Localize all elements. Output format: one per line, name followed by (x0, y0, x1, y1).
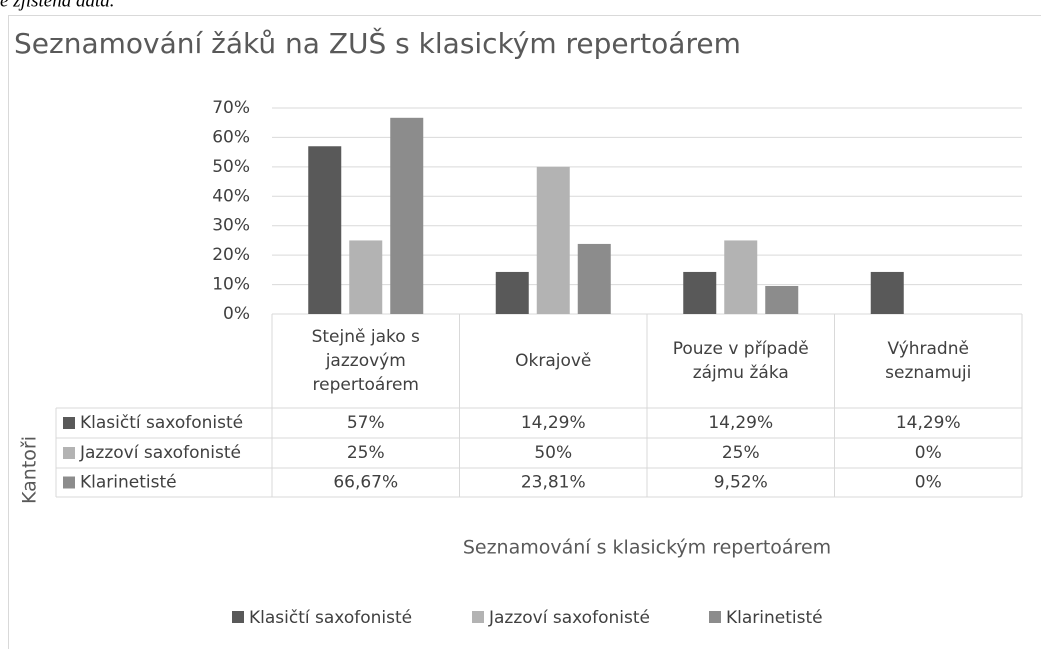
table-legend-key (63, 447, 75, 459)
category-label: Pouze v případě zájmu žáka (672, 339, 809, 383)
category-label: Stejně jako s jazzovým repertoárem (311, 327, 420, 395)
bar (308, 146, 342, 314)
bar (577, 243, 611, 314)
chart-title: Seznamování žáků na ZUŠ s klasickým repe… (14, 26, 741, 60)
table-value: 25% (722, 443, 760, 463)
y-tick-label: 60% (212, 127, 250, 147)
bar (536, 166, 570, 314)
chart-border (8, 15, 1041, 649)
bar (870, 271, 904, 314)
table-series-name: Klarinetisté (80, 473, 177, 493)
bar (390, 117, 424, 314)
y-tick-label: 0% (223, 304, 250, 324)
legend-key (232, 611, 244, 623)
table-value: 14,29% (708, 413, 773, 433)
table-series-name: Klasičtí saxofonisté (80, 413, 243, 433)
context-text: e zjištěná data. (0, 0, 115, 11)
table-value: 66,67% (333, 473, 398, 493)
x-axis-label: Seznamování s klasickým repertoárem (463, 537, 831, 559)
legend-label: Jazzoví saxofonisté (488, 608, 650, 628)
table-series-name: Jazzoví saxofonisté (79, 443, 241, 463)
table-legend-key (63, 476, 75, 489)
table-value: 57% (347, 413, 385, 433)
table-value: 14,29% (521, 413, 586, 433)
table-value: 9,52% (714, 473, 768, 493)
bar (683, 271, 717, 314)
y-tick-label: 20% (212, 245, 250, 265)
table-value: 0% (915, 473, 942, 493)
y-tick-label: 50% (212, 157, 250, 177)
category-label: Výhradně seznamuji (885, 339, 972, 383)
y-tick-label: 30% (212, 216, 250, 236)
bar (349, 240, 383, 314)
legend-label: Klarinetisté (726, 608, 823, 628)
table-value: 14,29% (896, 413, 961, 433)
table-value: 23,81% (521, 473, 586, 493)
table-value: 50% (534, 443, 572, 463)
legend-key (709, 611, 721, 623)
table-value: 25% (347, 443, 385, 463)
bar (724, 240, 758, 314)
legend-label: Klasičtí saxofonisté (249, 608, 412, 628)
y-tick-label: 10% (212, 275, 250, 295)
table-title: Kantoři (19, 436, 41, 504)
y-tick-label: 40% (212, 186, 250, 206)
table-legend-key (63, 417, 75, 429)
table-value: 0% (915, 443, 942, 463)
category-label: Okrajově (515, 351, 592, 371)
bar (765, 285, 799, 314)
bar (495, 271, 529, 314)
legend-key (472, 611, 484, 623)
y-tick-label: 70% (212, 98, 250, 118)
